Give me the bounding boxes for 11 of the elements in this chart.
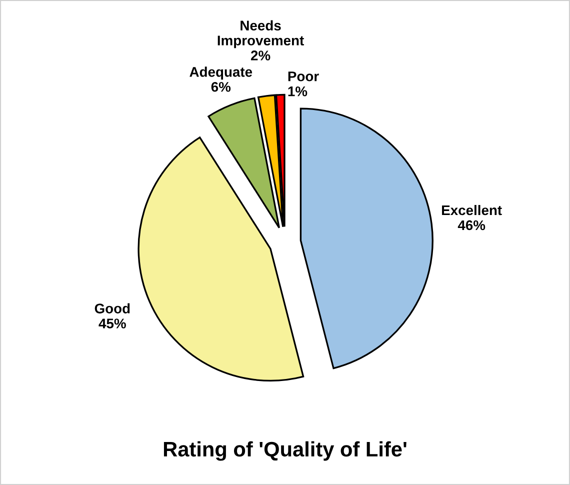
slice-label: Adequate bbox=[190, 66, 252, 80]
data-label: 1% bbox=[288, 86, 308, 96]
data-label: 2% bbox=[250, 50, 270, 60]
slice-label: Good bbox=[94, 303, 130, 314]
slice-label: Needs Improvement bbox=[218, 20, 304, 48]
slice-label: Excellent bbox=[442, 204, 502, 216]
data-label: 45% bbox=[98, 318, 126, 328]
data-label: 46% bbox=[458, 220, 486, 230]
data-label: 6% bbox=[211, 82, 231, 92]
text: Rating of 'Quality of Life' bbox=[164, 441, 406, 461]
slice-label: Poor bbox=[288, 72, 319, 82]
